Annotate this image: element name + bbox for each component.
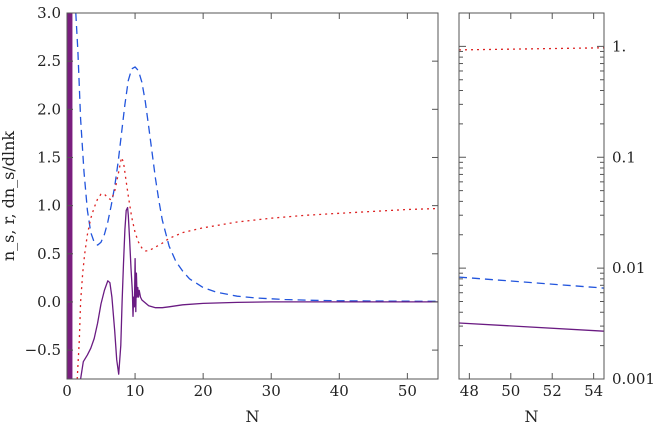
left-shaded-band	[67, 13, 73, 379]
left-ytick-label: −0.5	[25, 341, 61, 359]
left-x-axis-label: N	[246, 407, 260, 426]
left-ytick-label: 0.5	[37, 245, 61, 263]
right-frame	[458, 12, 605, 380]
right-ytick-label: 1.	[612, 37, 626, 55]
left-ytick-label: 0.0	[37, 293, 61, 311]
right-xtick-label: 52	[543, 382, 562, 400]
right-ytick-label: 0.01	[612, 259, 645, 277]
left-xtick-label: 20	[194, 382, 213, 400]
left-series-2	[79, 206, 438, 379]
left-ytick-label: 2.5	[37, 52, 61, 70]
left-ytick-label: 1.5	[37, 148, 61, 166]
left-y-axis-label: n_s, r, dn_s/dlnk	[0, 131, 18, 262]
right-series-0	[459, 47, 604, 51]
right-ytick-label: 0.001	[612, 370, 655, 388]
right-xtick-label: 48	[460, 382, 479, 400]
left-xtick-label: 10	[126, 382, 145, 400]
left-xtick-label: 0	[62, 382, 72, 400]
left-ytick-label: 1.0	[37, 197, 61, 215]
right-xtick-label: 54	[584, 382, 603, 400]
left-series-0	[75, 13, 438, 302]
right-x-axis-label: N	[525, 407, 539, 426]
left-panel: 0 10 20 30 40 50 −0.5 0.0 0.5 1.0 1.5 2.0 2.5 3.0 Nn_s…	[0, 4, 439, 426]
left-ytick-label: 3.0	[37, 4, 61, 22]
right-xtick-label: 50	[501, 382, 520, 400]
left-ytick-label: 2.0	[37, 100, 61, 118]
right-panel: 48 50 52 54 0.001 0.01 0.1 1. N	[458, 12, 655, 426]
right-ytick-label: 0.1	[612, 148, 636, 166]
left-xtick-label: 30	[262, 382, 281, 400]
left-frame	[66, 12, 439, 380]
right-series-2	[459, 322, 604, 332]
right-series-1	[459, 276, 604, 289]
left-xtick-label: 40	[330, 382, 349, 400]
left-xtick-label: 50	[398, 382, 417, 400]
left-series-1	[76, 156, 438, 379]
